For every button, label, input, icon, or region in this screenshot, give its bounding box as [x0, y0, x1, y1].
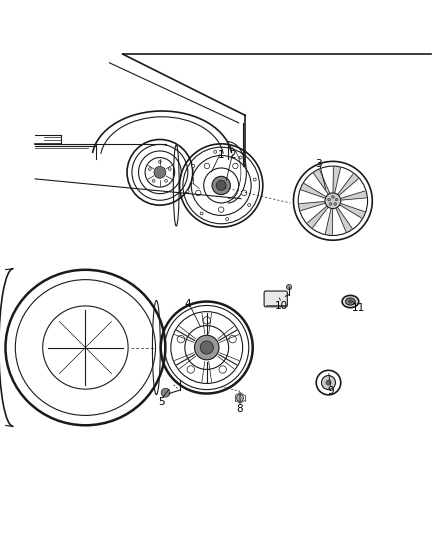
Circle shape	[237, 394, 244, 401]
Polygon shape	[340, 204, 364, 218]
Circle shape	[194, 335, 219, 360]
Polygon shape	[338, 174, 358, 195]
Text: 4: 4	[184, 298, 191, 309]
Polygon shape	[300, 201, 325, 211]
Circle shape	[332, 196, 334, 198]
Circle shape	[200, 341, 213, 354]
Circle shape	[321, 376, 336, 390]
Circle shape	[219, 207, 224, 212]
Text: 11: 11	[352, 303, 365, 313]
Circle shape	[212, 176, 230, 195]
Circle shape	[233, 163, 238, 168]
Circle shape	[192, 165, 195, 167]
Text: 9: 9	[327, 386, 334, 397]
Circle shape	[226, 217, 229, 221]
Circle shape	[214, 150, 217, 154]
Circle shape	[186, 190, 189, 193]
Circle shape	[216, 181, 226, 190]
Circle shape	[334, 203, 336, 205]
Circle shape	[286, 285, 292, 290]
Circle shape	[253, 178, 256, 181]
Ellipse shape	[346, 298, 355, 305]
Circle shape	[204, 163, 210, 168]
Circle shape	[335, 198, 338, 201]
Circle shape	[326, 380, 331, 385]
Circle shape	[161, 388, 170, 397]
Circle shape	[148, 168, 151, 171]
Circle shape	[325, 193, 341, 209]
Text: 3: 3	[315, 159, 322, 168]
Circle shape	[169, 168, 171, 171]
Polygon shape	[301, 183, 325, 198]
Ellipse shape	[348, 300, 353, 303]
FancyBboxPatch shape	[264, 291, 287, 307]
Circle shape	[247, 204, 251, 206]
Circle shape	[239, 156, 242, 159]
Circle shape	[165, 180, 167, 182]
Text: 8: 8	[237, 404, 244, 414]
Circle shape	[328, 198, 331, 201]
Text: 10: 10	[275, 301, 288, 311]
Circle shape	[152, 180, 155, 182]
Circle shape	[203, 317, 210, 324]
Circle shape	[159, 160, 161, 163]
Circle shape	[154, 166, 166, 178]
Text: 2: 2	[230, 150, 237, 160]
Circle shape	[329, 203, 332, 205]
Polygon shape	[307, 206, 328, 228]
Circle shape	[200, 212, 203, 215]
Circle shape	[177, 335, 185, 343]
Polygon shape	[325, 209, 333, 235]
Ellipse shape	[342, 295, 359, 308]
Text: 1: 1	[218, 150, 225, 160]
Polygon shape	[314, 170, 329, 193]
Circle shape	[229, 335, 236, 343]
Circle shape	[195, 190, 201, 196]
Circle shape	[219, 366, 226, 373]
Polygon shape	[341, 191, 366, 200]
Circle shape	[187, 366, 194, 373]
Circle shape	[241, 190, 247, 196]
Text: 5: 5	[158, 397, 165, 407]
Polygon shape	[336, 208, 352, 232]
Polygon shape	[333, 167, 340, 192]
